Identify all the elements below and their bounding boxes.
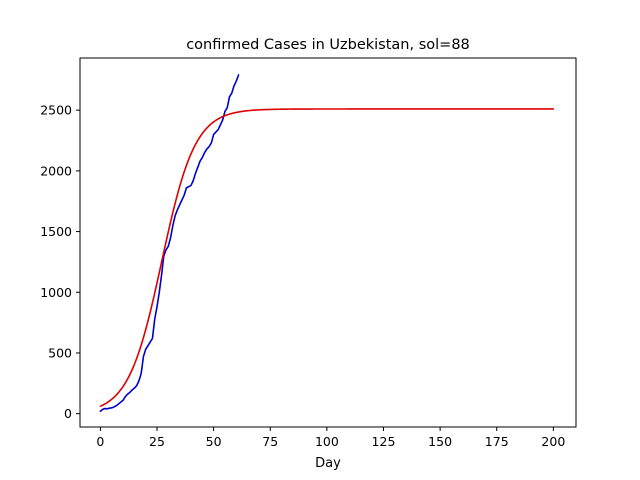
- y-tick-label: 2500: [40, 103, 72, 118]
- x-tick-label: 125: [372, 434, 396, 449]
- plot-frame: [79, 57, 577, 428]
- ticks-layer: 0 25 50 75 100 125 150 175 200050010001500200025…: [40, 103, 565, 449]
- series-layer: [99, 74, 555, 413]
- x-tick-label: 25: [149, 434, 165, 449]
- x-tick-label: 75: [262, 434, 278, 449]
- y-tick-label: 1500: [40, 224, 72, 239]
- x-tick-label: 175: [485, 434, 509, 449]
- chart-title: confirmed Cases in Uzbekistan, sol=88: [186, 37, 470, 53]
- x-tick-label: 150: [428, 434, 452, 449]
- y-tick-label: 2000: [40, 163, 72, 178]
- x-tick-label: 100: [315, 434, 339, 449]
- x-tick-label: 50: [206, 434, 222, 449]
- x-tick-label: 0: [96, 434, 104, 449]
- confirmed-cases-line: [99, 74, 240, 413]
- x-tick-label: 200: [541, 434, 565, 449]
- y-tick-label: 1000: [40, 285, 72, 300]
- x-axis-label: Day: [315, 456, 341, 471]
- y-tick-label: 0: [64, 406, 72, 421]
- fitted-curve-line: [99, 108, 555, 407]
- y-tick-label: 500: [48, 345, 72, 360]
